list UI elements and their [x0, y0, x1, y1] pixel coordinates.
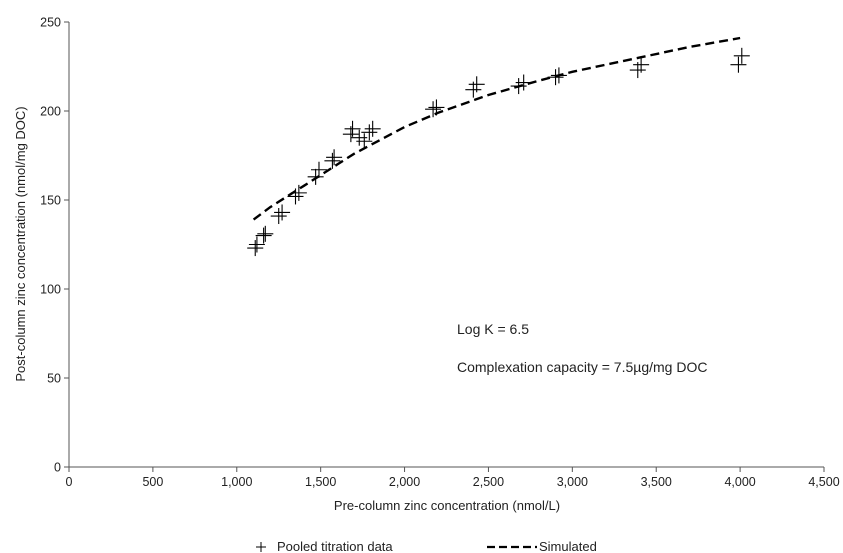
x-tick-label: 500	[142, 475, 163, 489]
legend-label-simulated: Simulated	[539, 539, 597, 553]
y-tick-label: 100	[40, 283, 61, 297]
titration-data-point	[730, 56, 747, 73]
titration-data-point	[270, 208, 287, 225]
titration-data-point	[247, 240, 264, 257]
axes: 0 500 1,000 1,500 2,000 2,500 3,000 3,500 4,000 4…	[40, 16, 840, 490]
titration-data-point	[361, 124, 378, 141]
titration-data-point	[425, 101, 442, 118]
x-tick-label: 2,000	[389, 475, 420, 489]
titration-data-point	[633, 56, 650, 73]
titration-data-point	[356, 133, 373, 150]
x-tick-label: 0	[66, 475, 73, 489]
x-tick-label: 2,500	[473, 475, 504, 489]
y-tick-label: 250	[40, 16, 61, 30]
titration-data-point	[344, 120, 361, 137]
titration-data-point	[733, 47, 750, 64]
x-tick-label: 3,500	[641, 475, 672, 489]
titration-data-point	[310, 161, 327, 178]
annotation-complexation-capacity: Complexation capacity = 7.5µg/mg DOC	[457, 359, 707, 375]
legend: Pooled titration data Simulated	[256, 539, 597, 553]
y-tick-label: 50	[47, 372, 61, 386]
x-tick-label: 4,500	[808, 475, 839, 489]
titration-data-point	[468, 76, 485, 93]
legend-marker-pooled-titration	[256, 542, 266, 552]
simulated-curve	[252, 36, 741, 221]
y-tick-label: 0	[54, 461, 61, 475]
titration-data-point	[274, 204, 291, 221]
y-axis-title: Post-column zinc concentration (nmol/mg …	[13, 106, 28, 381]
x-tick-label: 1,500	[305, 475, 336, 489]
titration-data-point	[326, 149, 343, 166]
x-tick-label: 4,000	[724, 475, 755, 489]
titration-data-point	[324, 152, 341, 169]
legend-label-pooled-titration: Pooled titration data	[277, 539, 393, 553]
plot-area	[247, 36, 750, 257]
titration-data-point	[248, 236, 265, 253]
titration-data-point	[364, 120, 381, 137]
titration-data-point	[255, 227, 272, 244]
titration-data-point	[307, 168, 324, 185]
x-tick-label: 3,000	[557, 475, 588, 489]
titration-data-point	[257, 225, 274, 242]
x-tick-label: 1,000	[221, 475, 252, 489]
annotation-log-k: Log K = 6.5	[457, 321, 529, 337]
y-tick-label: 150	[40, 194, 61, 208]
x-axis-title: Pre-column zinc concentration (nmol/L)	[334, 498, 560, 513]
y-tick-label: 200	[40, 105, 61, 119]
